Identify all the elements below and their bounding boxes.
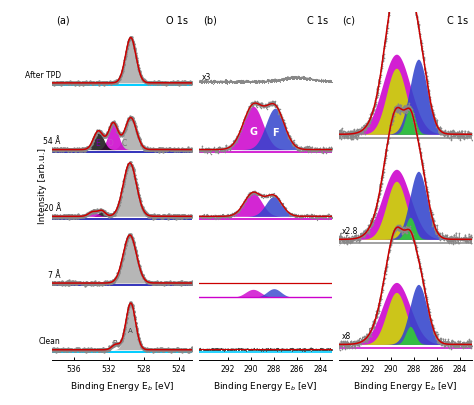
Text: A: A bbox=[128, 328, 133, 335]
Text: x3: x3 bbox=[202, 72, 211, 81]
Text: C 1s: C 1s bbox=[447, 16, 468, 26]
X-axis label: Binding Energy E$_b$ [eV]: Binding Energy E$_b$ [eV] bbox=[213, 380, 317, 393]
Text: (a): (a) bbox=[56, 16, 70, 26]
Text: (c): (c) bbox=[343, 16, 356, 26]
Text: 54 Å: 54 Å bbox=[44, 137, 61, 146]
Text: G: G bbox=[249, 127, 257, 137]
Text: Clean: Clean bbox=[39, 337, 61, 346]
Text: B: B bbox=[113, 340, 118, 346]
Y-axis label: Intensity [arb.u.]: Intensity [arb.u.] bbox=[37, 148, 46, 224]
Text: x8: x8 bbox=[342, 333, 351, 341]
X-axis label: Binding Energy E$_b$ [eV]: Binding Energy E$_b$ [eV] bbox=[353, 380, 457, 393]
Text: After TPD: After TPD bbox=[25, 70, 61, 79]
X-axis label: Binding Energy E$_b$ [eV]: Binding Energy E$_b$ [eV] bbox=[70, 380, 174, 393]
Text: x2.8: x2.8 bbox=[342, 227, 358, 237]
Text: E: E bbox=[95, 139, 100, 147]
Text: O 1s: O 1s bbox=[166, 16, 188, 26]
Text: C: C bbox=[122, 139, 127, 147]
Text: (b): (b) bbox=[203, 16, 217, 26]
Text: C 1s: C 1s bbox=[307, 16, 328, 26]
Text: 20 Å: 20 Å bbox=[44, 204, 61, 213]
Text: F: F bbox=[272, 128, 278, 138]
Text: D: D bbox=[108, 139, 114, 147]
Text: 7 Å: 7 Å bbox=[48, 271, 61, 280]
